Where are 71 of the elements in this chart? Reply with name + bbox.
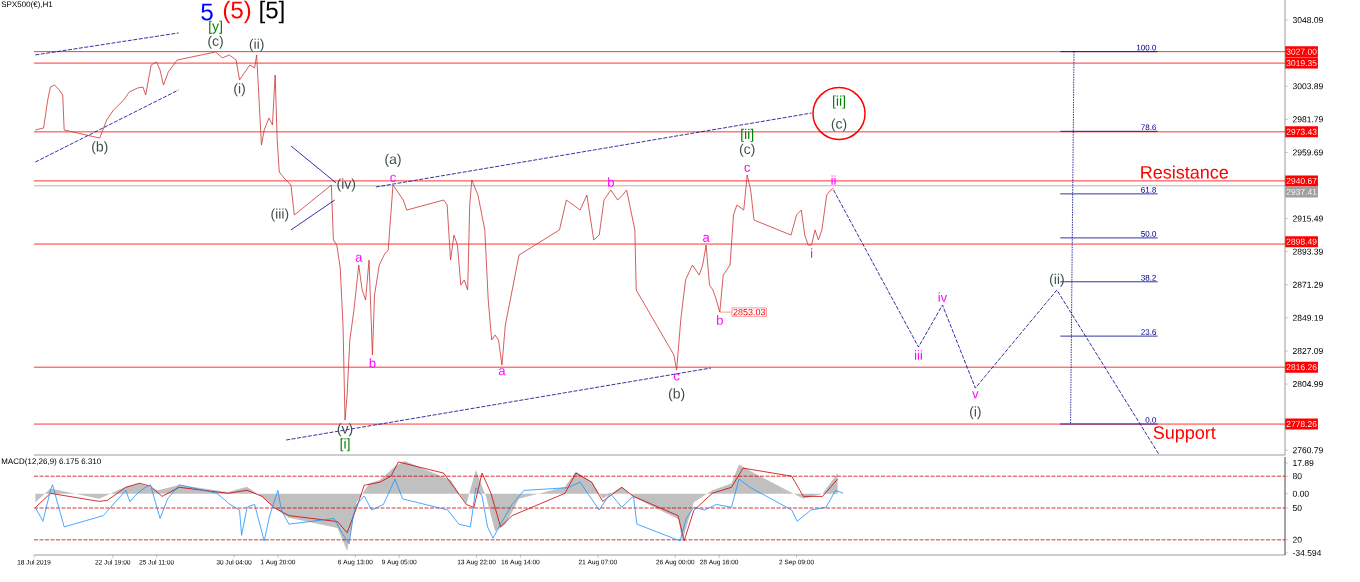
y-tick-label: 2804.99: [1292, 381, 1323, 388]
y-tick-label: 2981.79: [1292, 116, 1323, 123]
annotation: (i): [234, 83, 245, 97]
ref-line-label: 2778.26: [1286, 421, 1317, 428]
y-tick-label: 3048.09: [1292, 17, 1323, 24]
annotation: (ii): [249, 38, 264, 52]
ref-line-label: 2973.43: [1286, 128, 1317, 135]
annotation: 38.2: [1141, 274, 1156, 281]
ref-line-label: 2937.41: [1286, 188, 1317, 195]
annotation: a: [498, 368, 506, 376]
annotation: Resistance: [1141, 165, 1229, 179]
annotation: 23.6: [1141, 329, 1157, 335]
annotation: [ii]: [741, 128, 754, 142]
annotation: b: [369, 358, 376, 368]
annotation: b: [608, 177, 614, 187]
annotation: (i): [969, 406, 981, 420]
annotation: i: [811, 248, 813, 258]
y-tick-label: 2760.79: [1292, 447, 1323, 454]
ref-line-label: 3019.35: [1286, 60, 1317, 67]
ref-line-label: 3027.00: [1286, 48, 1317, 55]
annotation: 2853.03: [733, 308, 766, 316]
annotation: (a): [385, 153, 401, 167]
y-tick-label: 2849.19: [1292, 314, 1323, 321]
annotation: 61.8: [1141, 187, 1157, 193]
y-tick-label: 2893.39: [1292, 248, 1323, 255]
y-tick-label: 3003.89: [1292, 83, 1323, 90]
annotation: 50.0: [1141, 231, 1157, 237]
chart-title: MACD(12,26,9) 6.175 6.310: [1, 458, 101, 466]
chart-title: SPX500(€),H1: [1, 1, 53, 9]
annotation: c: [673, 373, 680, 381]
annotation: ii: [831, 175, 836, 185]
annotation: a: [703, 234, 710, 242]
annotation: iii: [915, 350, 922, 360]
ref-line-label: 2816.26: [1286, 364, 1317, 371]
annotation: (ii): [1049, 273, 1064, 287]
annotation: c: [390, 174, 396, 182]
y-tick-label: 2959.69: [1292, 149, 1323, 156]
annotation: b: [717, 315, 723, 325]
annotation: a: [355, 254, 363, 262]
annotation: (b): [92, 141, 108, 155]
annotation: [y]: [209, 20, 222, 34]
annotation: c: [744, 164, 751, 172]
y2-tick-label: 20: [1292, 536, 1302, 543]
annotation: (iv): [337, 178, 356, 192]
annotation: v: [972, 391, 979, 399]
annotation: [i]: [340, 438, 350, 452]
annotation: (b): [668, 388, 685, 402]
y-tick-label: 2915.49: [1292, 215, 1323, 222]
line-series: [34, 478, 844, 545]
annotation: (iii): [271, 208, 289, 222]
y-tick-label: 0.00: [1292, 490, 1309, 497]
ref-line-label: 2940.67: [1286, 177, 1317, 184]
annotation: [5]: [260, 0, 284, 24]
annotation: 0.0: [1145, 417, 1157, 423]
annotation: 100.0: [1136, 44, 1157, 51]
annotation: Support: [1153, 426, 1216, 443]
y-tick-label: -34.594: [1292, 549, 1322, 556]
annotation: [ii]: [833, 95, 846, 109]
y-tick-label: 2827.09: [1292, 347, 1323, 354]
y2-tick-label: 50: [1292, 505, 1302, 512]
y-tick-label: 2871.29: [1292, 281, 1323, 288]
annotation: (c): [208, 35, 223, 49]
annotation: 78.6: [1141, 124, 1157, 131]
annotation: (5): [223, 0, 251, 24]
y-tick-label: 17.89: [1293, 460, 1314, 467]
annotation: iv: [938, 292, 948, 302]
annotation: (c): [739, 143, 755, 157]
annotation: (c): [831, 118, 847, 132]
annotation: 5: [201, 3, 213, 21]
ref-line-label: 2898.49: [1286, 238, 1317, 245]
y2-tick-label: 80: [1292, 473, 1302, 480]
